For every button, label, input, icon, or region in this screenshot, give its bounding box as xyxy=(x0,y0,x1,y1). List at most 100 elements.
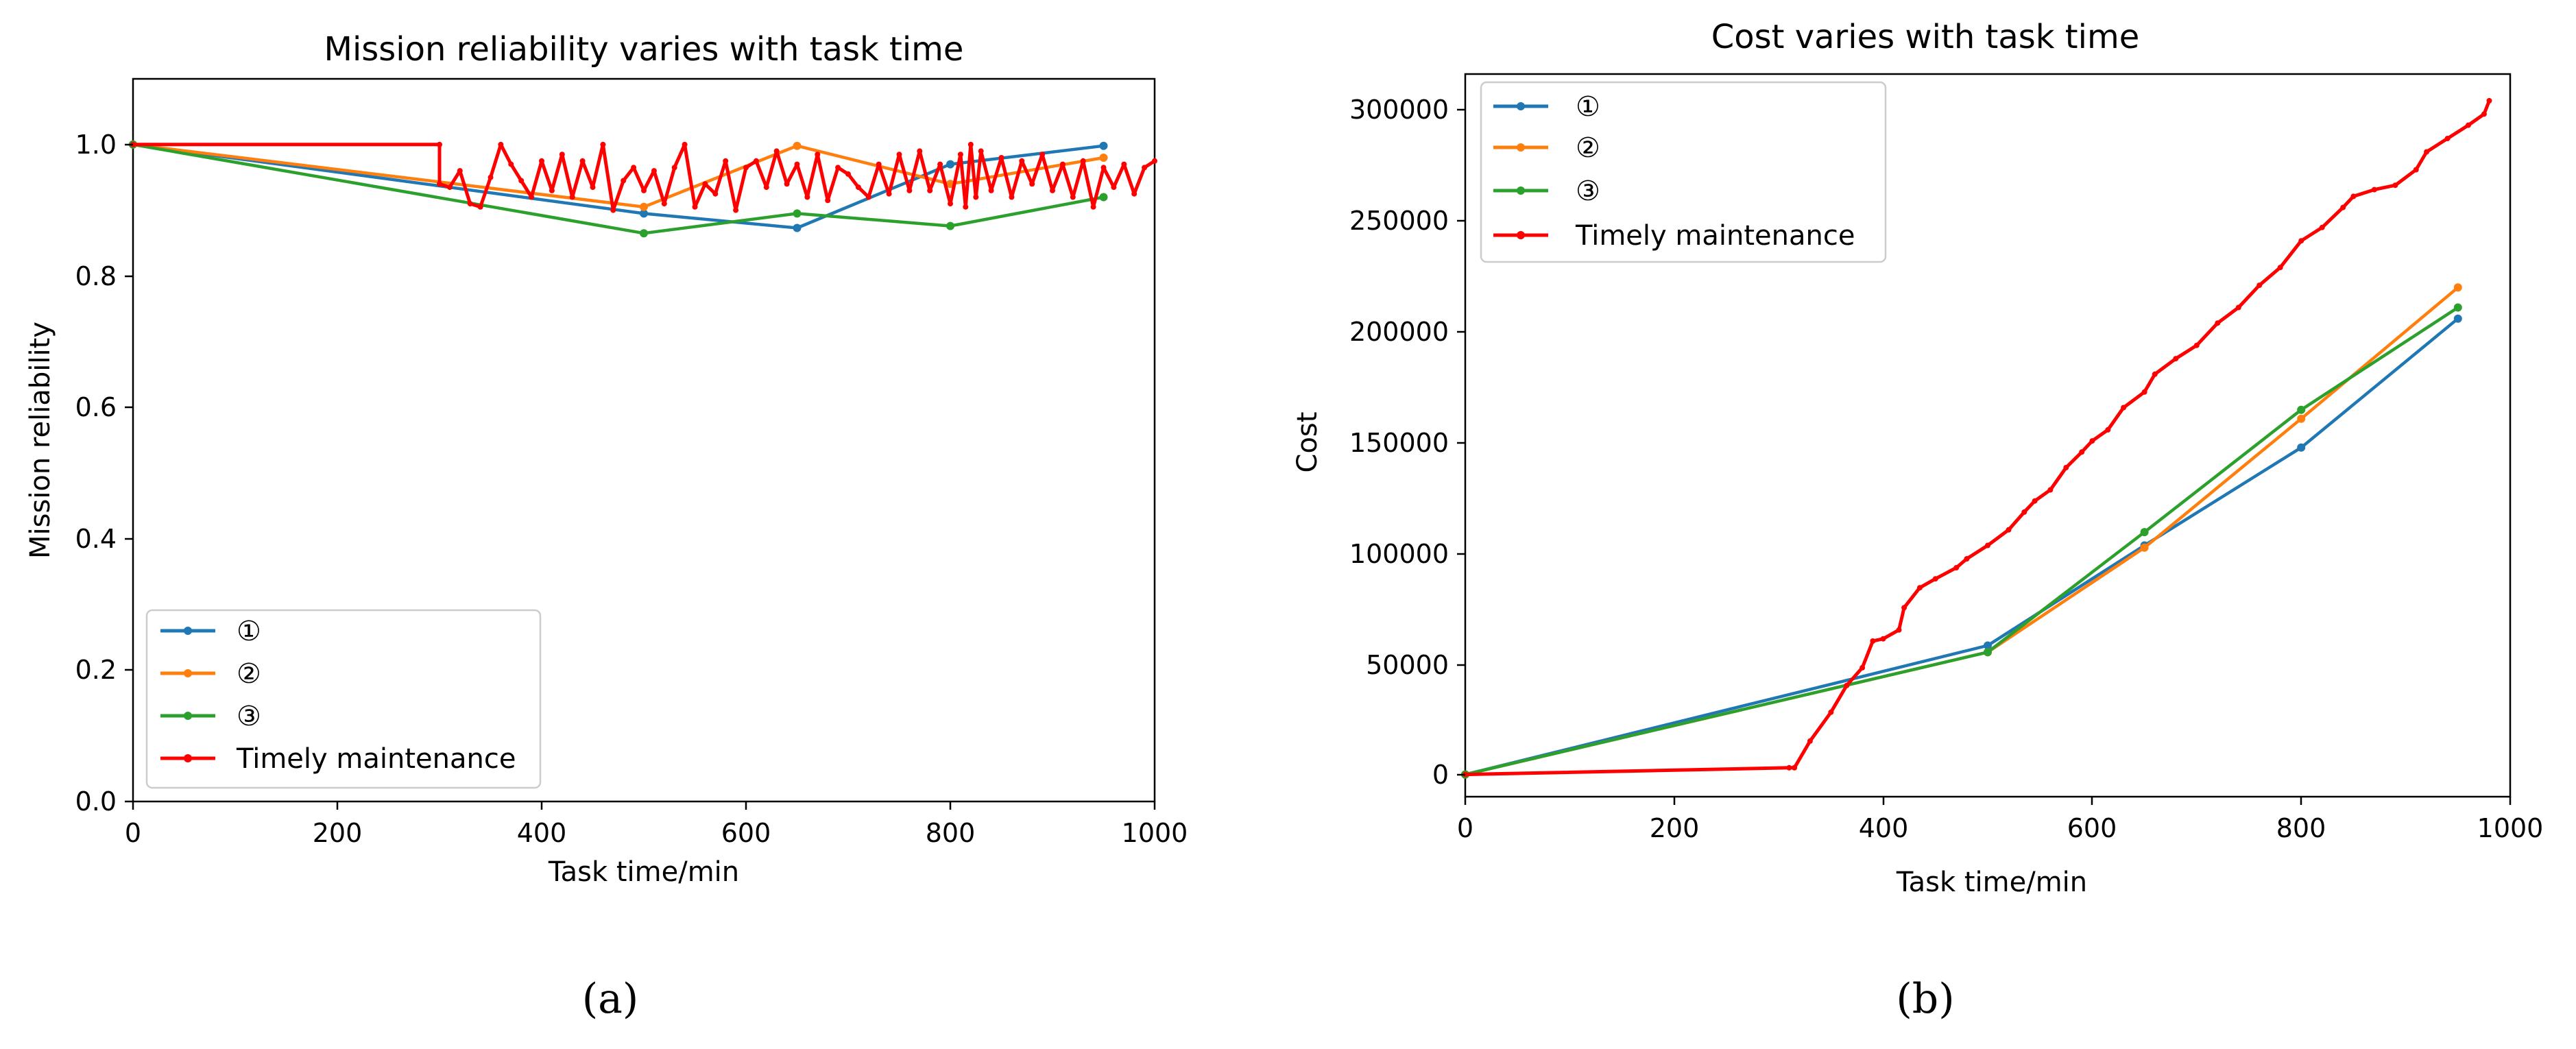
chart-a-series-4-point xyxy=(937,161,943,167)
chart-b-series-2-point xyxy=(2453,283,2462,292)
chart-b-series-4-point xyxy=(2235,304,2241,311)
chart-a-series-line-3 xyxy=(132,143,1104,235)
chart-b-ytick-label: 150000 xyxy=(1349,428,1449,458)
chart-a-xtick-label: 800 xyxy=(926,818,976,848)
chart-a-title: Mission reliability varies with task tim… xyxy=(324,30,964,69)
chart-a-series-4-point xyxy=(743,165,749,171)
chart-b-series-2-point xyxy=(2140,543,2149,552)
chart-b-xtick-label: 200 xyxy=(1650,813,1700,843)
chart-b-series-4-point xyxy=(1896,627,1902,633)
chart-b-series-4-point xyxy=(1792,764,1798,771)
chart-b-series-4-point xyxy=(2444,136,2451,141)
chart-b-series-4-point xyxy=(2105,426,2111,433)
chart-a-series-4-point xyxy=(906,187,913,193)
chart-a-series-4-point xyxy=(1111,184,1117,191)
chart-b-series-4-point xyxy=(1932,576,1938,582)
chart-a-series-4-point xyxy=(1090,204,1096,210)
chart-a-xtick-label: 0 xyxy=(125,818,141,848)
chart-b-series-4-point xyxy=(1953,565,1960,570)
chart-b-series-4-point xyxy=(2021,509,2027,515)
chart-b-x-axis-label: Task time/min xyxy=(1896,867,2087,898)
chart-a-series-3-point xyxy=(946,221,954,230)
chart-b-series-4-point xyxy=(2466,122,2471,128)
chart-a-series-4-point xyxy=(437,181,442,187)
chart-a-legend-box xyxy=(145,609,542,789)
chart-b-series-4-point xyxy=(2047,487,2054,493)
chart-a-series-4-point xyxy=(835,165,841,171)
chart-a-ytick-label: 0.2 xyxy=(75,655,117,685)
chart-b-series-1-point xyxy=(1984,641,1992,650)
chart-a-series-4-point xyxy=(1029,181,1035,187)
chart-b-ytick-label: 0 xyxy=(1432,760,1449,790)
chart-b-legend-marker-3 xyxy=(1517,186,1525,195)
chart-b-legend-marker-1 xyxy=(1517,102,1525,110)
chart-a-x-axis-label: Task time/min xyxy=(548,856,739,888)
chart-b-series-4-point xyxy=(2215,320,2221,326)
chart-b-series-line-3 xyxy=(1465,306,2459,776)
chart-b-series-4-point xyxy=(2089,438,2095,444)
chart-a-ytick-label: 0.8 xyxy=(75,261,117,291)
chart-a-series-4-point xyxy=(967,141,974,147)
chart-a-legend-marker-1 xyxy=(184,627,192,635)
chart-a-series-2-point xyxy=(640,202,648,211)
chart-a-series-4-point xyxy=(467,201,473,207)
chart-a-series-4-point xyxy=(671,165,677,171)
chart-a-series-4-point xyxy=(682,141,688,147)
chart-b-series-4-point xyxy=(2319,224,2325,230)
chart-b-plot-area xyxy=(1464,73,2512,798)
chart-a-series-4-point xyxy=(1121,161,1127,167)
chart-b-series-4-point xyxy=(2141,389,2147,395)
chart-b-series-4-point xyxy=(2173,356,2179,362)
panel-a: Mission reliability varies with task tim… xyxy=(25,30,1188,1023)
chart-b-series-line-1 xyxy=(1465,317,2459,776)
chart-b-series-4-point xyxy=(2032,498,2038,504)
chart-a-series-4-point xyxy=(723,158,729,164)
chart-b-series-3-point xyxy=(2453,303,2462,312)
chart-a-series-4-point xyxy=(794,161,800,167)
chart-a-series-4-point xyxy=(702,181,708,187)
chart-a-series-1-point xyxy=(1099,141,1108,150)
chart-a-series-4-point xyxy=(855,184,861,191)
chart-a-series-4-point xyxy=(1080,158,1086,164)
chart-b-series-4-point xyxy=(1786,764,1792,771)
chart-a-ytick-label: 0.0 xyxy=(75,786,117,817)
chart-a-series-4-point xyxy=(508,161,514,167)
chart-a-series-2-point xyxy=(1099,154,1108,162)
chart-a-series-line-4 xyxy=(133,143,1156,213)
chart-b-series-4-point xyxy=(2486,97,2492,104)
chart-a-series-4-point xyxy=(641,187,647,193)
chart-a-series-1-point xyxy=(793,224,802,232)
chart-b-series-4-point xyxy=(2006,527,2012,533)
chart-b-series-4-point xyxy=(2193,342,2200,348)
chart-a-legend-label-4: Timely maintenance xyxy=(236,743,516,775)
chart-a-series-4-point xyxy=(692,204,698,210)
chart-b-legend: ① ② ③ Timely maintenance xyxy=(1480,81,1887,263)
chart-b-series-4-point xyxy=(1880,636,1886,642)
chart-b-series-4-point xyxy=(1807,738,1813,744)
chart-b-xtick-label: 600 xyxy=(2067,813,2117,843)
chart-b-caption: (b) xyxy=(1896,975,1954,1023)
chart-b-series-4-point xyxy=(2350,193,2357,200)
chart-b-legend-marker-4 xyxy=(1517,231,1525,239)
chart-a-series-4-point xyxy=(973,194,979,200)
chart-a-series-4-point xyxy=(978,148,984,154)
chart-b-series-4-point xyxy=(1859,664,1866,671)
chart-b-series-4-point xyxy=(2481,111,2487,117)
chart-a-series-4-point xyxy=(804,194,810,200)
chart-b-ytick-label: 50000 xyxy=(1366,650,1449,680)
chart-a-series-4-point xyxy=(963,204,969,210)
chart-b-series-4-point xyxy=(2121,405,2127,411)
chart-a-series-4-point xyxy=(1131,191,1137,197)
chart-a-series-4-point xyxy=(763,184,769,191)
chart-a-series-4-point xyxy=(1050,187,1055,193)
chart-a-series-line-1 xyxy=(132,143,1104,230)
chart-a-x-ticks: 0 200 400 600 800 1000 xyxy=(125,801,1188,848)
chart-a-series-4-point xyxy=(1100,165,1107,171)
chart-a-series-4-point xyxy=(784,181,790,187)
chart-a-series-4-point xyxy=(957,152,963,158)
chart-a-xtick-label: 600 xyxy=(721,818,771,848)
chart-a-series-4-point xyxy=(559,152,565,158)
chart-a-series-2-point xyxy=(793,141,802,150)
chart-b-series-1-point xyxy=(2297,443,2306,452)
